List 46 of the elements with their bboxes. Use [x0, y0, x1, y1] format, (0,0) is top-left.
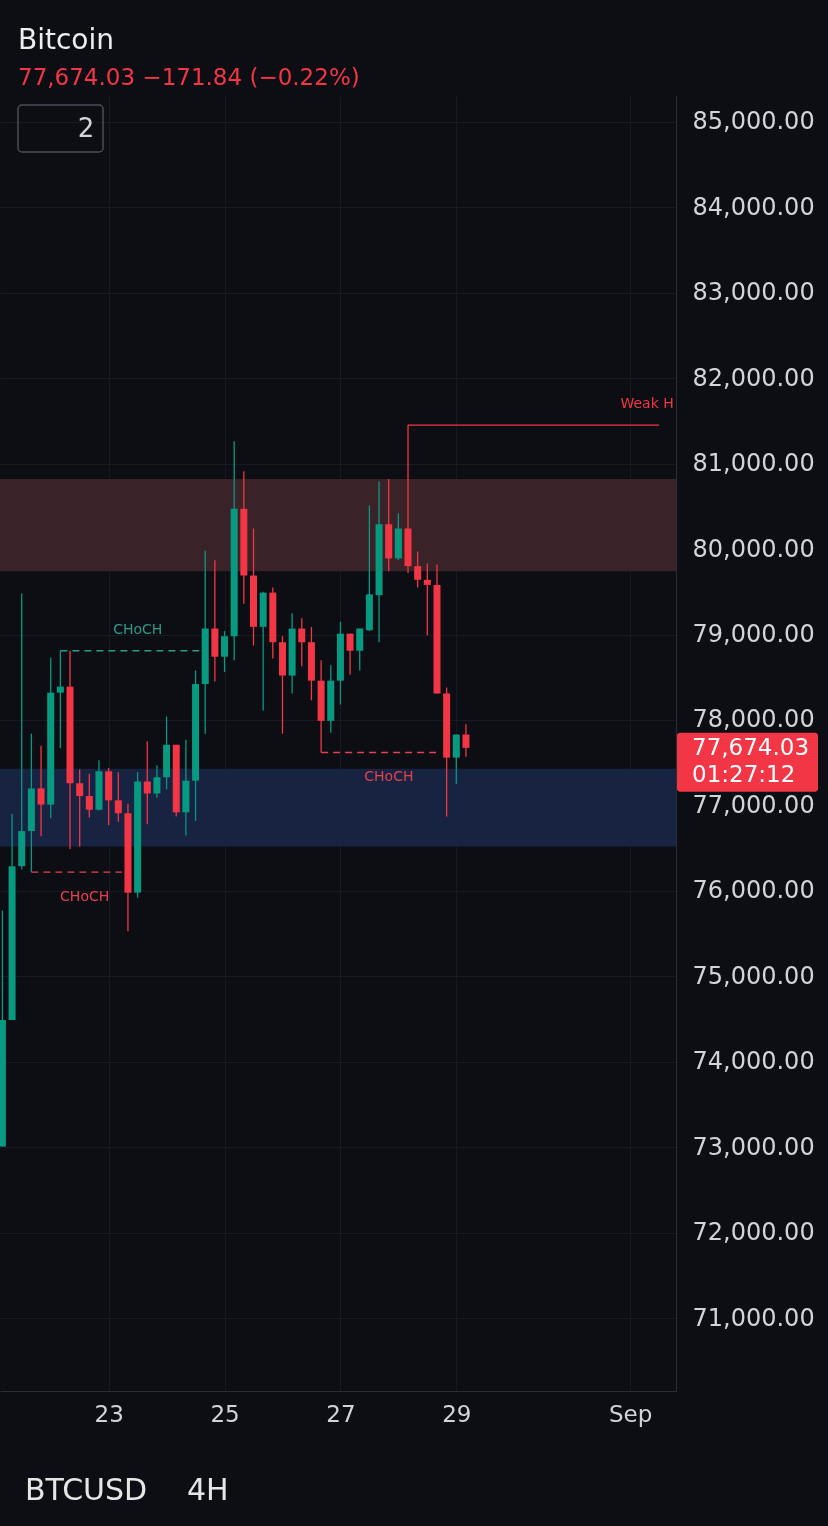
y-tick-label: 79,000.00 [692, 620, 815, 649]
y-tick-label: 73,000.00 [692, 1132, 815, 1161]
chart-title: Bitcoin [18, 23, 115, 56]
y-tick-label: 72,000.00 [692, 1218, 815, 1247]
candlestick [76, 768, 84, 848]
y-tick-label: 75,000.00 [692, 961, 815, 990]
text: 4H [187, 1472, 229, 1507]
candlestick [356, 627, 364, 672]
series-label: CHoCH [364, 768, 414, 785]
y-tick-label: 85,000.00 [692, 107, 815, 136]
y-tick-label: 80,000.00 [692, 534, 815, 563]
y-tick-label: 71,000.00 [692, 1303, 815, 1332]
x-tick-label: Sep [608, 1400, 653, 1427]
y-tick-label: 83,000.00 [692, 278, 815, 307]
candlestick [56, 650, 64, 749]
series-label: Weak H [620, 395, 674, 412]
text: 01:27:12 [692, 760, 796, 787]
candlestick [298, 617, 306, 667]
y-tick-label: 81,000.00 [692, 449, 815, 478]
candlestick [85, 773, 93, 819]
x-tick-label: 23 [94, 1400, 124, 1427]
y-tick-label: 82,000.00 [692, 363, 815, 392]
candlestick [423, 562, 431, 637]
candlestick [221, 630, 229, 673]
annotation: 2 [77, 113, 95, 143]
candlestick [346, 633, 354, 676]
y-tick-label: 77,000.00 [692, 790, 815, 819]
candlestick [153, 764, 161, 799]
series-label: CHoCH [60, 888, 110, 905]
candlestick [414, 550, 422, 589]
x-tick-label: 29 [442, 1400, 472, 1427]
x-tick-label: 27 [326, 1400, 356, 1427]
y-tick-label: 76,000.00 [692, 876, 815, 905]
y-tick-label: 78,000.00 [692, 705, 815, 734]
y-tick-label: 84,000.00 [692, 192, 815, 221]
y-tick-label: 74,000.00 [692, 1047, 815, 1076]
candlestick [143, 740, 151, 825]
candlestick [37, 744, 45, 837]
series-label: CHoCH [113, 620, 163, 637]
candlestick [114, 771, 122, 823]
text: BTCUSD [25, 1472, 148, 1507]
candlestick [452, 733, 460, 785]
text: 77,674.03 [692, 733, 810, 760]
x-tick-label: 25 [210, 1400, 240, 1427]
chart-subtitle: 77,674.03 −171.84 (−0.22%) [18, 64, 360, 90]
candlestick [462, 723, 470, 758]
